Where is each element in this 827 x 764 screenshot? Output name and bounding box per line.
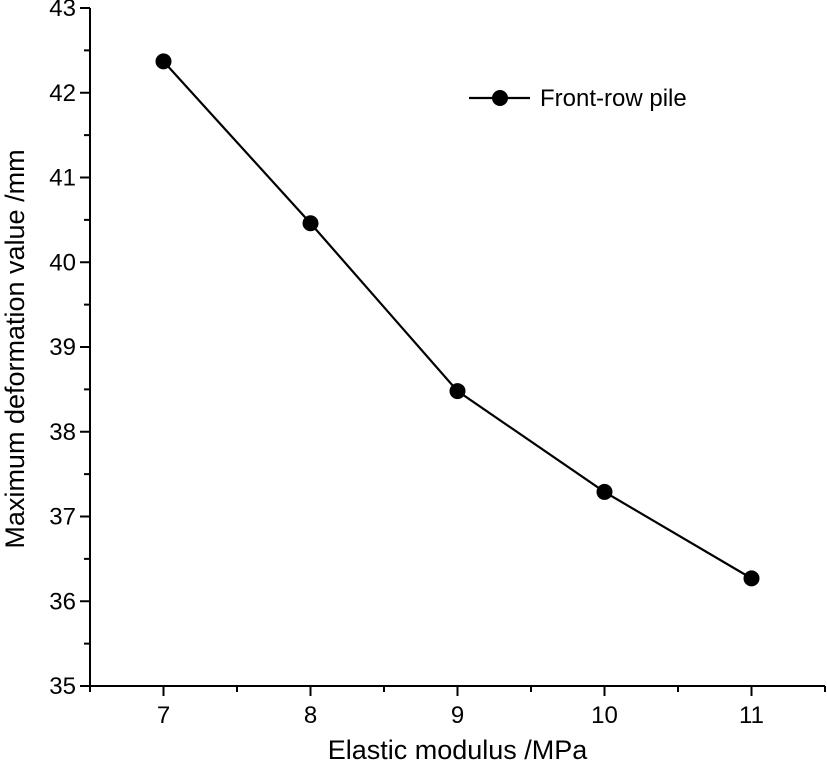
data-point <box>302 215 319 232</box>
x-tick-label: 10 <box>591 702 618 729</box>
y-tick-label: 41 <box>49 165 76 192</box>
legend-label: Front-row pile <box>540 85 687 112</box>
y-tick-label: 37 <box>49 504 76 531</box>
legend-marker <box>492 90 508 106</box>
x-tick-label: 9 <box>451 702 464 729</box>
x-axis-title: Elastic modulus /MPa <box>328 735 589 764</box>
y-tick-label: 42 <box>49 80 76 107</box>
y-tick-label: 38 <box>49 419 76 446</box>
x-axis-ticks: 7 8 9 10 11 <box>89 686 826 729</box>
data-point <box>596 483 613 500</box>
data-point <box>743 570 760 587</box>
y-tick-label: 35 <box>49 673 76 700</box>
data-point <box>155 53 172 70</box>
y-tick-label: 43 <box>49 0 76 22</box>
series-line <box>162 60 753 580</box>
data-point <box>449 383 466 400</box>
x-tick-label: 11 <box>739 702 764 729</box>
y-axis-ticks: 35 36 37 38 39 40 41 42 43 <box>49 0 90 700</box>
series-layer <box>155 53 760 587</box>
y-tick-label: 39 <box>49 334 76 361</box>
y-tick-label: 36 <box>49 588 76 615</box>
y-tick-label: 40 <box>49 249 76 276</box>
x-tick-label: 7 <box>157 702 170 729</box>
axes <box>89 8 825 687</box>
legend: Front-row pile <box>469 85 687 112</box>
y-axis-title: Maximum deformation value /mm <box>0 149 30 548</box>
x-tick-label: 8 <box>304 702 317 729</box>
